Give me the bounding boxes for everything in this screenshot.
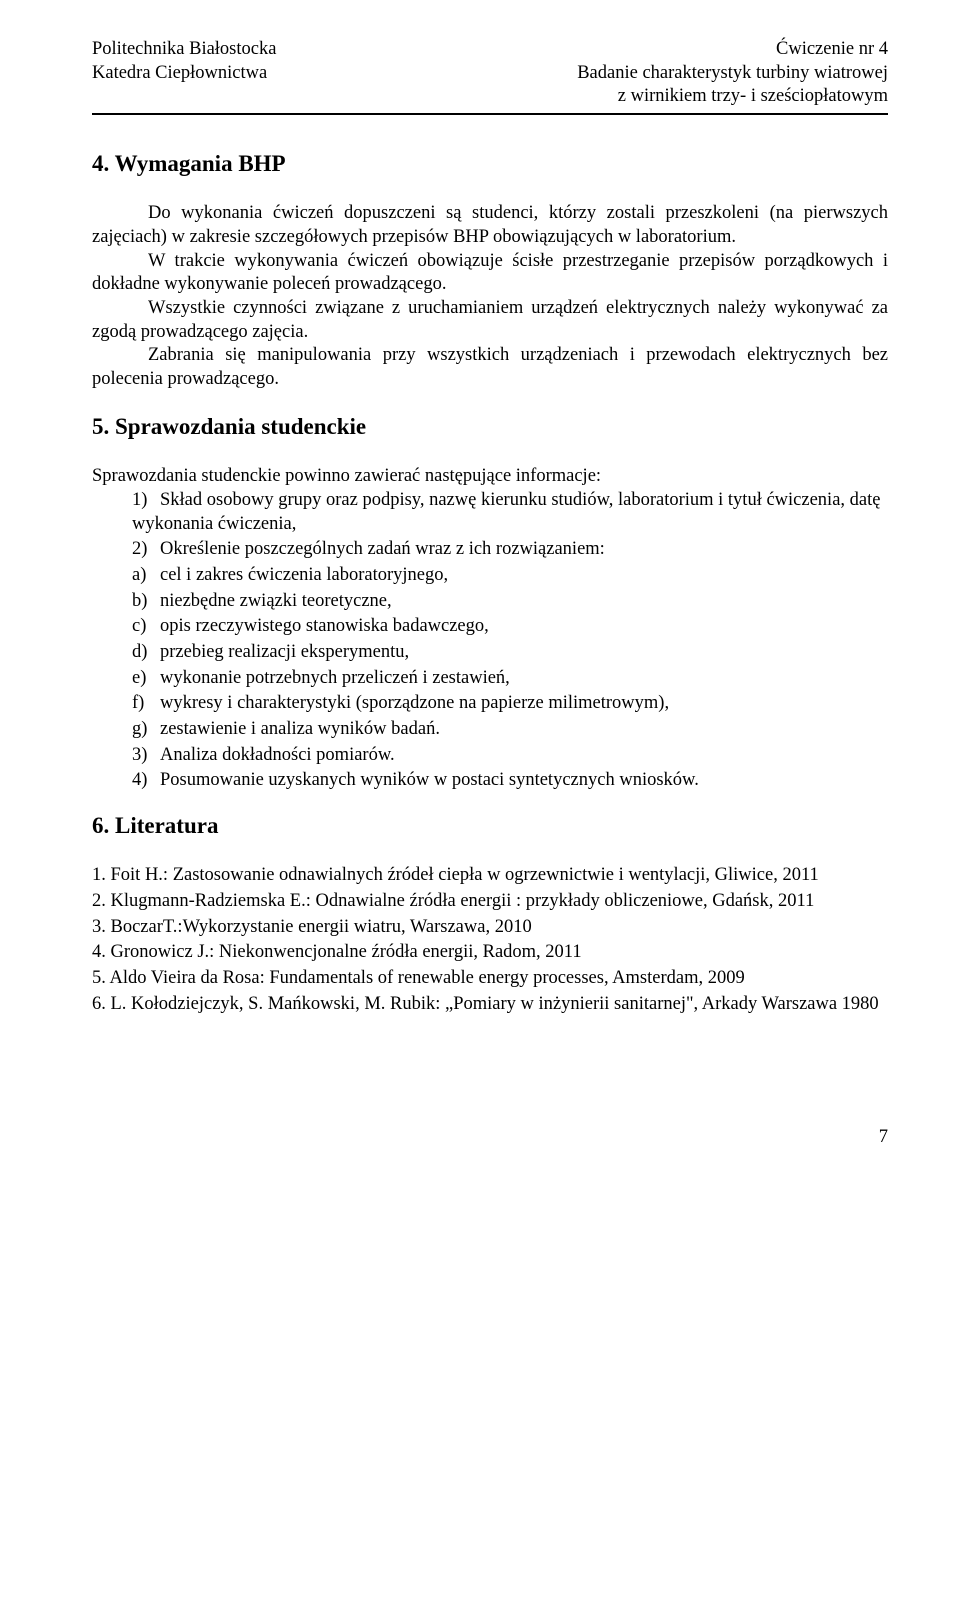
header-exercise-title-1: Badanie charakterystyk turbiny wiatrowej: [577, 62, 888, 86]
list-item: 4)Posumowanie uzyskanych wyników w posta…: [132, 769, 888, 793]
section-5-heading: 5. Sprawozdania studenckie: [92, 412, 888, 441]
list-item-text: Określenie poszczególnych zadań wraz z i…: [160, 539, 605, 559]
list-item-marker: f): [132, 692, 160, 716]
list-item-text: przebieg realizacji eksperymentu,: [160, 642, 409, 662]
list-item-text: zestawienie i analiza wyników badań.: [160, 719, 440, 739]
header-institution: Politechnika Białostocka: [92, 38, 276, 62]
list-item-marker: 3): [132, 744, 160, 768]
header-right: Ćwiczenie nr 4 Badanie charakterystyk tu…: [577, 38, 888, 109]
literature-entry: 1. Foit H.: Zastosowanie odnawialnych źr…: [92, 864, 888, 888]
literature-entry: 4. Gronowicz J.: Niekonwencjonalne źródł…: [92, 941, 888, 965]
literature-entry: 3. BoczarT.:Wykorzystanie energii wiatru…: [92, 916, 888, 940]
list-item-marker: b): [132, 590, 160, 614]
list-item-text: Posumowanie uzyskanych wyników w postaci…: [160, 770, 699, 790]
page-header: Politechnika Białostocka Katedra Ciepłow…: [92, 38, 888, 115]
list-item: f)wykresy i charakterystyki (sporządzone…: [132, 692, 888, 716]
list-item: 2)Określenie poszczególnych zadań wraz z…: [132, 538, 888, 562]
list-item-text: opis rzeczywistego stanowiska badawczego…: [160, 616, 489, 636]
list-item-marker: c): [132, 615, 160, 639]
list-item-text: Skład osobowy grupy oraz podpisy, nazwę …: [132, 490, 880, 534]
header-left: Politechnika Białostocka Katedra Ciepłow…: [92, 38, 276, 109]
section-5-intro: Sprawozdania studenckie powinno zawierać…: [92, 465, 888, 489]
list-item-marker: 4): [132, 769, 160, 793]
list-item: c)opis rzeczywistego stanowiska badawcze…: [132, 615, 888, 639]
header-department: Katedra Ciepłownictwa: [92, 62, 276, 86]
list-item-text: wykonanie potrzebnych przeliczeń i zesta…: [160, 668, 510, 688]
page-number: 7: [92, 1126, 888, 1150]
literature-entry: 6. L. Kołodziejczyk, S. Mańkowski, M. Ru…: [92, 993, 888, 1017]
list-item-marker: a): [132, 564, 160, 588]
list-item-marker: g): [132, 718, 160, 742]
list-item: b)niezbędne związki teoretyczne,: [132, 590, 888, 614]
list-item: d)przebieg realizacji eksperymentu,: [132, 641, 888, 665]
list-item-text: Analiza dokładności pomiarów.: [160, 745, 395, 765]
list-item: g)zestawienie i analiza wyników badań.: [132, 718, 888, 742]
list-item: 1)Skład osobowy grupy oraz podpisy, nazw…: [132, 489, 888, 536]
section-5-list: 1)Skład osobowy grupy oraz podpisy, nazw…: [92, 489, 888, 793]
list-item-text: wykresy i charakterystyki (sporządzone n…: [160, 693, 669, 713]
list-item-text: cel i zakres ćwiczenia laboratoryjnego,: [160, 565, 448, 585]
list-item-marker: e): [132, 667, 160, 691]
section-4-paragraph-4: Zabrania się manipulowania przy wszystki…: [92, 344, 888, 391]
literature-entry: 2. Klugmann-Radziemska E.: Odnawialne źr…: [92, 890, 888, 914]
list-item-marker: 2): [132, 538, 160, 562]
list-item-marker: d): [132, 641, 160, 665]
header-exercise-number: Ćwiczenie nr 4: [577, 38, 888, 62]
list-item: 3)Analiza dokładności pomiarów.: [132, 744, 888, 768]
list-item: a)cel i zakres ćwiczenia laboratoryjnego…: [132, 564, 888, 588]
section-6-heading: 6. Literatura: [92, 811, 888, 840]
header-exercise-title-2: z wirnikiem trzy- i sześciopłatowym: [577, 85, 888, 109]
section-4-heading: 4. Wymagania BHP: [92, 149, 888, 178]
list-item-text: niezbędne związki teoretyczne,: [160, 591, 392, 611]
list-item: e)wykonanie potrzebnych przeliczeń i zes…: [132, 667, 888, 691]
section-4-paragraph-3: Wszystkie czynności związane z uruchamia…: [92, 297, 888, 344]
section-6-list: 1. Foit H.: Zastosowanie odnawialnych źr…: [92, 864, 888, 1016]
list-item-marker: 1): [132, 489, 160, 513]
section-4-paragraph-1: Do wykonania ćwiczeń dopuszczeni są stud…: [92, 202, 888, 249]
literature-entry: 5. Aldo Vieira da Rosa: Fundamentals of …: [92, 967, 888, 991]
section-4-paragraph-2: W trakcie wykonywania ćwiczeń obowiązuje…: [92, 250, 888, 297]
